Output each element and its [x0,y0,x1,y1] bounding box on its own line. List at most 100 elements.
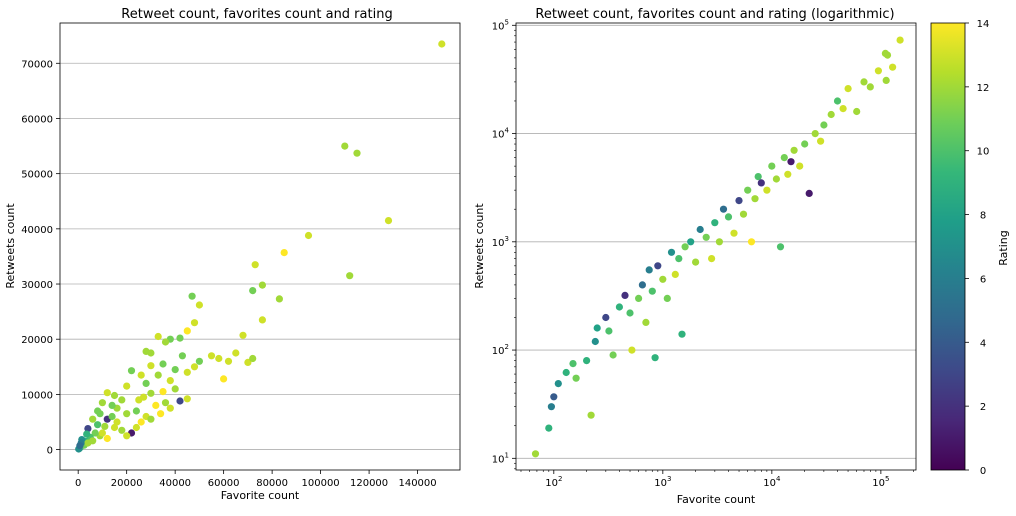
linear-data-point [108,401,116,409]
linear-data-point [190,319,199,327]
log-data-point [751,195,759,203]
log-data-point [889,63,897,71]
linear-data-point [110,423,119,432]
linear-data-point [98,429,106,437]
log-data-point [702,233,710,241]
log-data-point [602,313,610,322]
linear-x-tick-label: 80000 [256,478,288,489]
log-data-point [860,78,868,86]
linear-data-point [232,349,240,357]
log-data-point [626,309,634,317]
linear-data-point [188,292,196,300]
linear-y-tick-label: 60000 [21,114,53,125]
linear-data-point [123,410,131,418]
log-data-point [687,238,695,246]
colorbar-tick-label: 14 [977,19,990,30]
log-data-point [715,238,724,246]
colorbar-tick-label: 2 [980,402,986,413]
log-data-point [593,324,601,332]
log-data-point [671,270,679,278]
linear-data-point [94,407,102,415]
linear-data-point [161,338,170,346]
log-data-point [638,281,647,289]
log-data-point [763,186,771,194]
linear-data-point [183,327,191,335]
log-data-point [866,83,874,91]
log-data-point [545,424,553,432]
linear-y-axis-ticks: 0 10000 20000 30000 40000 50000 60000 70000 [21,59,60,457]
linear-data-point [353,149,361,157]
linear-data-point [83,430,91,438]
log-y-tick-label: 104 [492,127,510,141]
log-data-point [833,97,842,105]
log-data-point [569,360,577,368]
linear-data-point [137,371,145,379]
linear-data-point [341,142,349,150]
linear-scatter-panel: Retweet count, favorites count and ratin… [4,7,461,502]
log-data-point [587,411,595,419]
linear-data-point [275,295,283,303]
linear-data-point [103,434,111,443]
log-data-point [667,248,676,256]
log-x-axis-label: Favorite count [677,493,756,506]
log-data-point [882,76,890,84]
linear-data-point [147,389,155,397]
log-data-point [562,368,570,377]
linear-data-point [147,349,155,357]
log-data-point [801,140,809,148]
linear-chart-title: Retweet count, favorites count and ratin… [121,7,392,22]
linear-data-point [118,396,126,404]
linear-data-point [152,401,160,409]
linear-data-point [123,432,131,440]
linear-data-point [183,368,191,376]
linear-data-point [89,437,97,445]
linear-y-tick-label: 10000 [21,390,53,401]
linear-data-point [154,332,162,341]
linear-data-point [84,425,92,433]
linear-data-point [110,391,119,400]
linear-x-tick-label: 100000 [302,478,340,489]
log-data-point [609,351,617,359]
log-data-point [711,219,719,227]
linear-data-point [258,281,266,289]
linear-data-point [118,426,126,434]
linear-data-point [166,404,174,412]
linear-data-point [140,393,148,401]
linear-data-point [113,418,121,426]
linear-data-point [123,382,131,390]
linear-data-point [176,334,184,342]
log-data-point [739,210,748,218]
log-x-tick-label: 104 [763,475,781,489]
linear-data-point [195,357,203,365]
log-data-point [796,162,804,170]
colorbar: 0 2 4 6 8 10 12 14 Rating [930,19,1010,477]
log-x-axis-ticks: 102 103 104 105 [520,470,914,489]
log-data-point [772,175,781,183]
linear-data-point [94,421,102,429]
log-y-tick-label: 105 [492,18,509,32]
linear-data-point [207,352,216,360]
log-data-point [896,36,904,44]
linear-y-gridlines [60,62,460,450]
log-data-point [768,162,776,170]
linear-data-point [166,377,174,385]
colorbar-tick-label: 4 [980,338,986,349]
linear-data-point [183,395,191,403]
colorbar-tick-label: 12 [977,83,990,94]
linear-data-point [178,352,186,360]
log-data-point [805,189,813,197]
linear-data-point [249,287,257,295]
colorbar-tick-label: 8 [980,211,986,222]
log-data-point [550,393,558,401]
linear-data-point [147,362,155,370]
linear-y-tick-label: 0 [47,446,53,457]
log-data-point [820,121,828,129]
linear-data-point [224,357,233,365]
linear-x-axis-ticks: 0 20000 40000 60000 80000 100000 120000 140000 [75,470,437,489]
linear-data-point [159,388,167,396]
linear-data-point [171,385,179,393]
linear-data-point [195,301,203,309]
linear-data-point [190,363,199,371]
log-data-point [747,238,756,246]
